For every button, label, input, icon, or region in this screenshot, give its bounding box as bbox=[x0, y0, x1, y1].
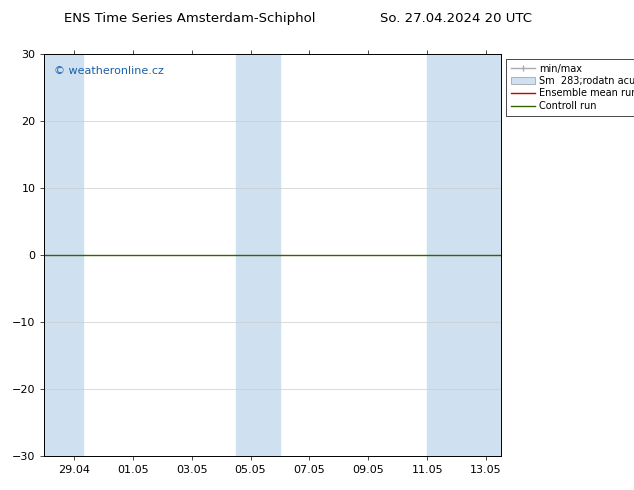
Text: ENS Time Series Amsterdam-Schiphol: ENS Time Series Amsterdam-Schiphol bbox=[65, 12, 316, 25]
Legend: min/max, Sm  283;rodatn acute; odchylka, Ensemble mean run, Controll run: min/max, Sm 283;rodatn acute; odchylka, … bbox=[506, 59, 634, 116]
Bar bbox=[44, 54, 82, 456]
Bar bbox=[236, 54, 280, 456]
Text: © weatheronline.cz: © weatheronline.cz bbox=[53, 66, 164, 76]
Bar bbox=[427, 54, 501, 456]
Text: So. 27.04.2024 20 UTC: So. 27.04.2024 20 UTC bbox=[380, 12, 533, 25]
